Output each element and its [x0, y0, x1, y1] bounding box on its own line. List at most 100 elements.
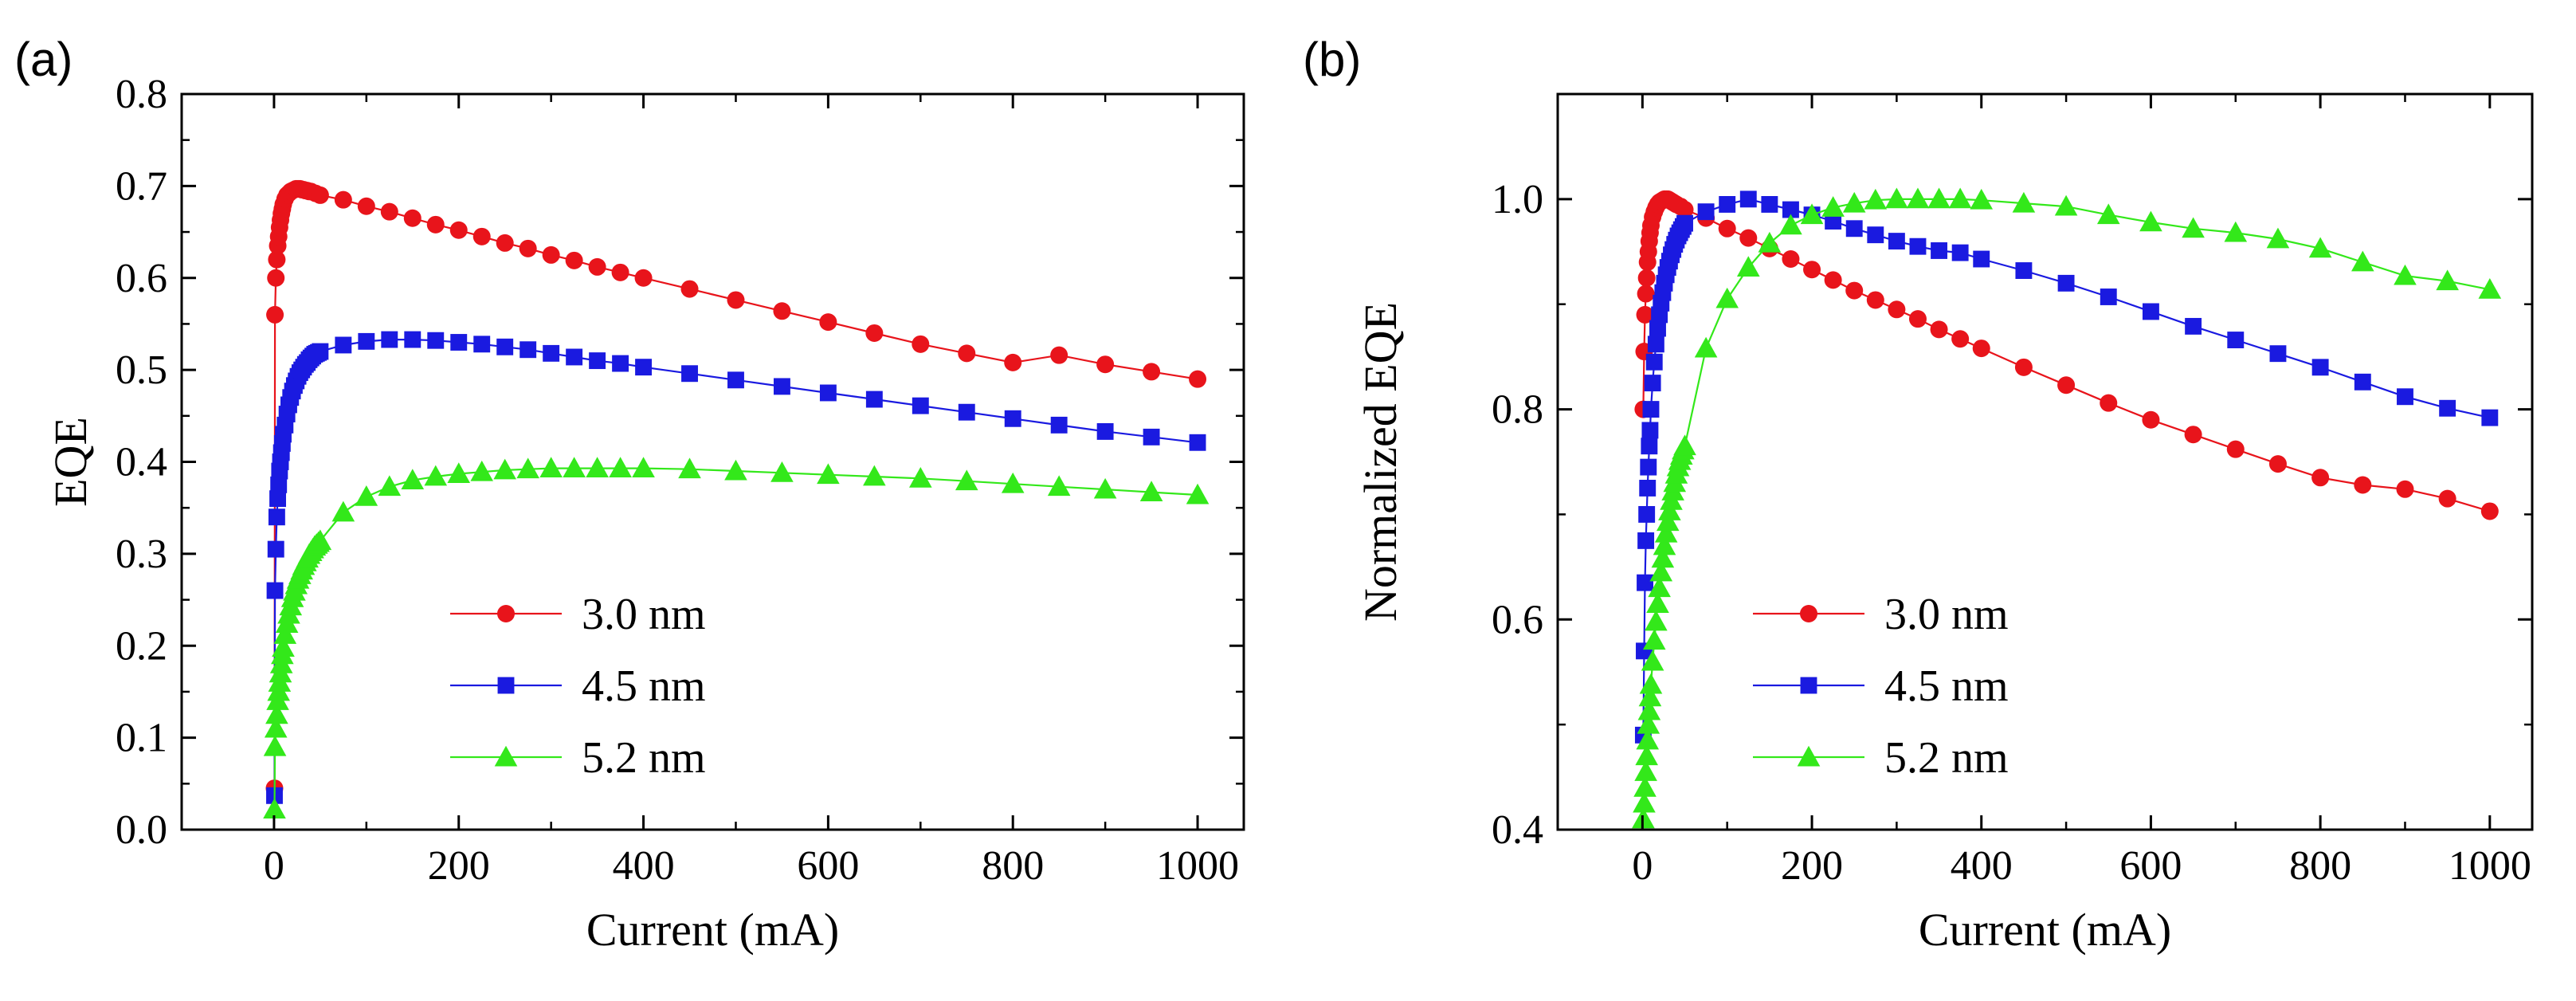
data-point	[681, 365, 698, 383]
data-point	[447, 462, 471, 483]
series-line-5.2-nm	[273, 467, 1198, 810]
data-point	[1641, 422, 1659, 439]
x-axis-title: Current (mA)	[586, 904, 839, 956]
data-point	[1189, 434, 1206, 451]
data-point	[1633, 775, 1657, 797]
legend-marker	[497, 605, 515, 622]
data-point	[2185, 317, 2202, 335]
data-point	[1641, 650, 1664, 671]
y-tick-label: 1.0	[1492, 177, 1543, 222]
data-point	[1050, 346, 1068, 364]
data-point	[1715, 287, 1739, 308]
data-point	[1654, 521, 1678, 543]
data-point	[1004, 410, 1021, 427]
data-point	[267, 540, 284, 558]
data-point	[819, 313, 837, 332]
data-point	[1739, 190, 1757, 208]
data-point	[269, 490, 286, 508]
x-tick-label: 0	[1632, 843, 1653, 889]
data-point	[1633, 791, 1656, 813]
data-point	[1645, 610, 1668, 631]
data-point	[727, 291, 745, 309]
series-line-4.5-nm	[273, 339, 1198, 796]
data-point	[335, 336, 352, 354]
data-point	[2057, 376, 2076, 395]
x-axis-title: Current (mA)	[1919, 904, 2171, 956]
data-point	[1640, 458, 1657, 476]
data-point	[1096, 355, 1115, 374]
data-point	[266, 305, 284, 324]
data-point	[817, 463, 840, 485]
data-point	[1644, 375, 1661, 392]
y-axis-title: Normalized EQE	[1355, 302, 1406, 622]
data-point	[1637, 269, 1656, 287]
data-point	[1800, 203, 1824, 225]
data-point	[565, 251, 583, 269]
data-point	[2184, 426, 2202, 444]
data-point	[2015, 262, 2033, 279]
y-tick-label: 0.4	[1492, 807, 1543, 853]
data-point	[955, 469, 978, 491]
data-point	[2096, 203, 2120, 225]
data-point	[1638, 505, 1656, 523]
data-point	[1635, 744, 1658, 766]
legend-label: 3.0 nm	[1884, 590, 2009, 639]
data-point	[1189, 370, 1207, 388]
data-point	[1638, 685, 1662, 707]
data-point	[2142, 410, 2160, 429]
x-tick-label: 1000	[2449, 843, 2531, 889]
data-point	[1648, 576, 1671, 598]
data-point	[2311, 359, 2329, 376]
data-point	[1736, 256, 1760, 277]
data-point	[2054, 194, 2078, 216]
data-point	[1948, 187, 1972, 209]
data-point	[2014, 358, 2033, 376]
data-point	[2396, 480, 2414, 498]
chart-panel-a: 0 200 400 600 800 1000 0.0 0.1 0.2 0.3 0.4 0.5 0.6 0.…	[14, 33, 1245, 956]
data-point	[680, 280, 699, 298]
data-point	[331, 500, 355, 522]
data-point	[312, 343, 329, 360]
data-point	[2100, 289, 2117, 305]
y-tick-label: 0.8	[1492, 387, 1543, 433]
x-tick-label: 400	[613, 843, 675, 889]
data-point	[1719, 196, 1736, 213]
data-point	[1047, 475, 1071, 497]
y-tick-label: 0.6	[1492, 597, 1543, 642]
data-point	[357, 197, 375, 215]
data-point	[424, 465, 448, 486]
data-point	[1637, 532, 1655, 549]
x-tick-label: 200	[428, 843, 490, 889]
x-tick-label: 1000	[1156, 843, 1239, 889]
data-point	[1803, 261, 1821, 279]
data-point	[472, 227, 491, 245]
data-point	[612, 355, 629, 372]
data-point	[2436, 269, 2459, 291]
data-point	[912, 335, 930, 353]
data-point	[566, 348, 583, 366]
y-tick-label: 0.3	[116, 532, 167, 577]
data-point	[1143, 363, 1161, 381]
data-point	[270, 476, 288, 493]
data-point	[1930, 320, 1948, 339]
data-point	[1821, 196, 1845, 217]
data-point	[308, 529, 332, 551]
data-point	[1186, 483, 1210, 504]
data-point	[1676, 214, 1693, 232]
x-tick-label: 600	[797, 843, 859, 889]
data-point	[958, 403, 975, 421]
data-point	[2142, 303, 2159, 320]
legend-label: 4.5 nm	[1884, 661, 2009, 711]
data-point	[1718, 219, 1736, 237]
data-point	[1951, 244, 1969, 261]
data-point	[1649, 560, 1673, 582]
data-point	[1739, 229, 1758, 247]
data-point	[2269, 345, 2287, 363]
data-point	[380, 202, 398, 221]
data-point	[2439, 399, 2456, 417]
y-tick-label: 0.2	[116, 623, 167, 669]
data-point	[1694, 336, 1718, 358]
chart-panel-b: 0 200 400 600 800 1000 0.4 0.6 0.8 1.0 Current (mA…	[1303, 33, 2534, 956]
data-point	[1636, 305, 1654, 324]
data-point	[727, 371, 744, 389]
